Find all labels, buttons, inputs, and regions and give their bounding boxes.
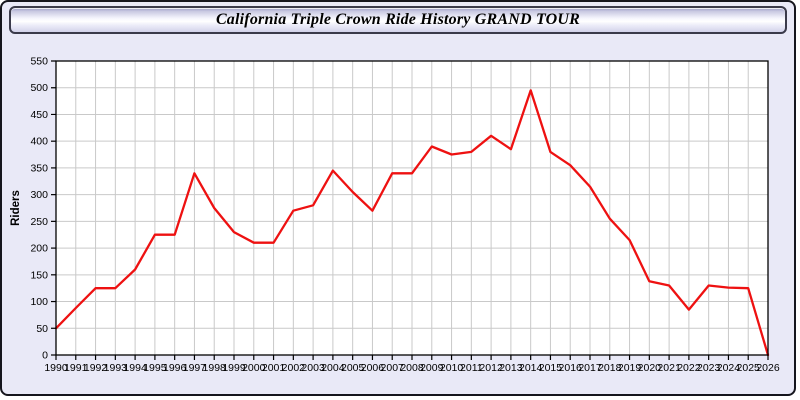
x-axis-tick-label: 2001 bbox=[262, 362, 286, 374]
x-axis-tick-label: 2000 bbox=[242, 362, 266, 374]
x-axis-tick-label: 2002 bbox=[282, 362, 306, 374]
x-axis-tick-label: 2014 bbox=[519, 362, 543, 374]
data-line-riders bbox=[54, 89, 770, 357]
x-axis-tick-label: 2025 bbox=[737, 362, 761, 374]
x-axis-tick-label: 2008 bbox=[400, 362, 424, 374]
y-axis-tick-label: 550 bbox=[30, 56, 48, 68]
x-axis-tick-label: 2023 bbox=[697, 362, 721, 374]
y-axis-tick-label: 450 bbox=[30, 109, 48, 121]
x-axis-tick-label: 1990 bbox=[44, 362, 68, 374]
x-axis-tick-label: 2012 bbox=[479, 362, 503, 374]
x-axis-tick-label: 2018 bbox=[598, 362, 622, 374]
y-axis-tick-label: 400 bbox=[30, 136, 48, 148]
x-axis-tick-label: 2013 bbox=[499, 362, 523, 374]
y-axis-labels: 0 50 100 150 200 250 300 350 400 450 500 550 bbox=[30, 56, 48, 362]
x-axis-tick-label: 2017 bbox=[578, 362, 602, 374]
x-axis-tick-label: 1993 bbox=[104, 362, 128, 374]
x-axis-tick-label: 1994 bbox=[123, 362, 147, 374]
x-axis-tick-label: 1992 bbox=[84, 362, 108, 374]
x-axis-tick-label: 2021 bbox=[657, 362, 681, 374]
y-axis-tick-label: 250 bbox=[30, 216, 48, 228]
x-axis-tick-label: 1991 bbox=[64, 362, 88, 374]
chart-title: California Triple Crown Ride History GRA… bbox=[215, 11, 581, 28]
x-axis-tick-label: 2007 bbox=[381, 362, 405, 374]
x-axis-tick-label: 2019 bbox=[618, 362, 642, 374]
chart-svg: 0501001502002503003504004505005501990199… bbox=[10, 56, 780, 375]
x-axis-labels: 1990199119921993199419951996199719981999… bbox=[44, 362, 780, 374]
y-axis-title: Riders bbox=[10, 190, 22, 226]
x-axis-tick-label: 1998 bbox=[203, 362, 227, 374]
x-axis-tick-label: 1995 bbox=[143, 362, 167, 374]
title-banner: California Triple Crown Ride History GRA… bbox=[9, 6, 787, 34]
x-axis-tick-label: 2015 bbox=[539, 362, 563, 374]
x-axis-tick-label: 2026 bbox=[756, 362, 780, 374]
x-axis-tick-label: 1996 bbox=[163, 362, 187, 374]
x-axis-tick-label: 2011 bbox=[460, 362, 483, 374]
x-axis-tick-label: 2020 bbox=[638, 362, 662, 374]
y-axis-tick-label: 350 bbox=[30, 162, 48, 174]
y-axis-tick-label: 300 bbox=[30, 189, 48, 201]
y-axis-tick-label: 200 bbox=[30, 243, 48, 255]
x-axis-tick-label: 2024 bbox=[717, 362, 741, 374]
axis-ticks bbox=[51, 60, 769, 360]
x-axis-tick-label: 2022 bbox=[677, 362, 701, 374]
x-axis-tick-label: 2003 bbox=[301, 362, 325, 374]
y-axis-tick-label: 50 bbox=[36, 323, 48, 335]
chart-area: 0 50 100 150 200 250 300 350 400 450 500 550 1990 199… bbox=[2, 38, 794, 394]
x-axis-tick-label: 2005 bbox=[341, 362, 365, 374]
y-axis-tick-label: 100 bbox=[30, 296, 48, 308]
x-axis-tick-label: 2016 bbox=[559, 362, 583, 374]
x-axis-tick-label: 2009 bbox=[420, 362, 444, 374]
x-axis-tick-label: 1999 bbox=[222, 362, 246, 374]
x-axis-tick-label: 2006 bbox=[361, 362, 385, 374]
x-axis-tick-label: 1997 bbox=[183, 362, 207, 374]
x-axis-tick-label: 2004 bbox=[321, 362, 345, 374]
y-axis-tick-label: 150 bbox=[30, 269, 48, 281]
y-axis-tick-label: 500 bbox=[30, 82, 48, 94]
y-axis-tick-label: 0 bbox=[42, 350, 48, 362]
x-axis-tick-label: 2010 bbox=[440, 362, 464, 374]
